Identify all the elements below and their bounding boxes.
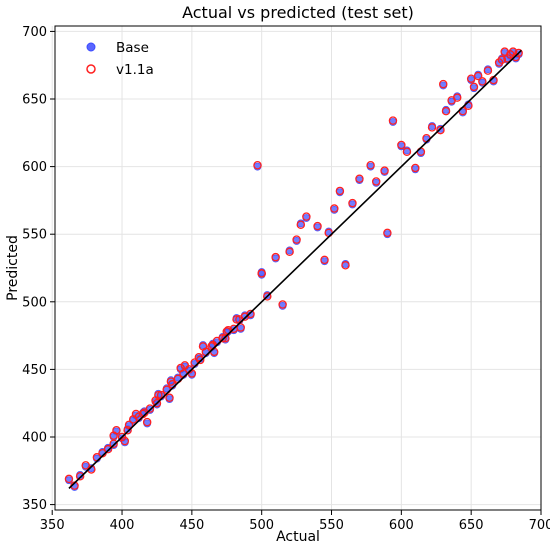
y-tick-label: 400 bbox=[22, 430, 47, 445]
point-v1.1a bbox=[441, 106, 451, 116]
y-tick-label: 600 bbox=[22, 160, 47, 175]
point-v1.1a bbox=[341, 261, 350, 270]
point-v1.1a bbox=[120, 436, 130, 446]
gridlines bbox=[51, 26, 542, 510]
point-v1.1a bbox=[109, 431, 118, 440]
point-v1.1a bbox=[330, 204, 339, 213]
point-v1.1a bbox=[335, 186, 345, 196]
y-tick-label: 350 bbox=[22, 498, 47, 513]
point-v1.1a bbox=[380, 166, 389, 175]
x-axis-title: Actual bbox=[276, 529, 320, 545]
legend-marker-base bbox=[86, 42, 96, 52]
point-v1.1a bbox=[166, 377, 176, 386]
y-tick-label: 700 bbox=[22, 25, 47, 40]
legend-marker-v1.1a bbox=[86, 64, 96, 74]
point-v1.1a bbox=[355, 174, 364, 184]
point-v1.1a bbox=[218, 334, 227, 343]
point-v1.1a bbox=[320, 255, 329, 265]
y-tick-label: 650 bbox=[22, 93, 47, 108]
point-v1.1a bbox=[253, 161, 262, 170]
point-v1.1a bbox=[494, 58, 504, 67]
x-tick-label: 550 bbox=[319, 518, 344, 533]
point-v1.1a bbox=[313, 221, 322, 231]
y-tick-label: 500 bbox=[22, 295, 47, 310]
point-v1.1a bbox=[232, 315, 241, 324]
point-v1.1a bbox=[278, 300, 287, 309]
x-tick-label: 450 bbox=[179, 518, 204, 533]
point-v1.1a bbox=[473, 71, 483, 81]
point-v1.1a bbox=[124, 420, 134, 430]
point-v1.1a bbox=[427, 123, 437, 132]
point-v1.1a bbox=[236, 323, 245, 332]
point-v1.1a bbox=[64, 474, 74, 484]
point-v1.1a bbox=[165, 393, 174, 403]
point-v1.1a bbox=[383, 228, 392, 238]
x-tick-label: 700 bbox=[529, 518, 550, 533]
x-tick-label: 650 bbox=[459, 518, 484, 533]
x-tick-label: 400 bbox=[110, 518, 135, 533]
point-v1.1a bbox=[411, 163, 420, 173]
point-v1.1a bbox=[397, 140, 406, 150]
point-v1.1a bbox=[436, 125, 445, 135]
point-v1.1a bbox=[263, 292, 272, 301]
plot-frame bbox=[54, 25, 542, 511]
point-v1.1a bbox=[145, 404, 155, 413]
reference-line-layer bbox=[68, 49, 523, 489]
point-v1.1a bbox=[152, 398, 162, 408]
point-v1.1a bbox=[103, 444, 113, 454]
point-v1.1a bbox=[452, 93, 462, 102]
legend-label-base: Base bbox=[116, 40, 149, 56]
chart-title: Actual vs predicted (test set) bbox=[182, 3, 414, 22]
x-tick-label: 600 bbox=[389, 518, 414, 533]
point-v1.1a bbox=[366, 161, 375, 170]
point-v1.1a bbox=[123, 425, 132, 435]
y-tick-label: 450 bbox=[22, 363, 47, 378]
x-tick-label: 350 bbox=[40, 518, 65, 533]
y-axis-title: Predicted bbox=[5, 235, 21, 301]
point-v1.1a bbox=[438, 79, 448, 89]
point-v1.1a bbox=[478, 77, 487, 86]
point-v1.1a bbox=[198, 342, 208, 351]
series-v1.1a-points bbox=[64, 47, 523, 490]
legend-label-v1.1a: v1.1a bbox=[116, 62, 154, 78]
point-v1.1a bbox=[483, 66, 493, 75]
point-v1.1a bbox=[296, 220, 306, 229]
point-v1.1a bbox=[154, 390, 163, 400]
point-v1.1a bbox=[194, 352, 204, 362]
point-v1.1a bbox=[176, 363, 185, 373]
point-v1.1a bbox=[142, 417, 152, 427]
point-v1.1a bbox=[302, 212, 311, 221]
point-v1.1a bbox=[75, 471, 85, 481]
y-tick-label: 550 bbox=[22, 228, 47, 243]
point-v1.1a bbox=[109, 439, 118, 449]
point-v1.1a bbox=[81, 461, 90, 470]
point-v1.1a bbox=[402, 147, 412, 156]
x-tick-label: 500 bbox=[249, 518, 274, 533]
point-v1.1a bbox=[292, 235, 301, 244]
legend: Base v1.1a bbox=[86, 40, 154, 78]
point-v1.1a bbox=[514, 48, 523, 58]
point-v1.1a bbox=[180, 361, 190, 370]
point-v1.1a bbox=[497, 55, 507, 65]
point-v1.1a bbox=[246, 309, 255, 319]
point-v1.1a bbox=[257, 269, 266, 278]
point-v1.1a bbox=[348, 198, 357, 208]
point-v1.1a bbox=[371, 177, 381, 186]
identity-line bbox=[68, 49, 523, 489]
point-v1.1a bbox=[466, 74, 476, 83]
point-v1.1a bbox=[469, 82, 479, 92]
point-v1.1a bbox=[285, 247, 294, 257]
point-v1.1a bbox=[388, 116, 398, 125]
axis-ticks: 350 400 450 500 550 600 650 700 350 400 450 500 550 6… bbox=[22, 25, 550, 533]
point-v1.1a bbox=[271, 252, 280, 262]
